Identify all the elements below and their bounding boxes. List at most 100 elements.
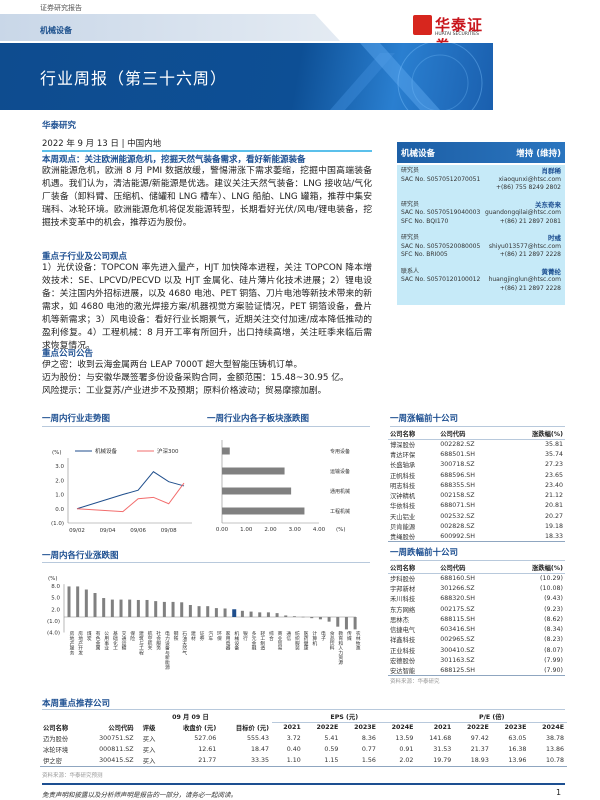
table-row: 贝肯能源 002828.SZ 19.18 — [388, 521, 565, 531]
legend-label: 机械设备 — [95, 447, 118, 455]
table-row: 冰轮环境 000811.SZ 买入 12.61 18.47 0.40 0.59 0.77 0.9… — [40, 744, 567, 755]
table-row: 长盛轴承 300718.SZ 27.23 — [388, 460, 565, 470]
change-pct: 18.33 — [504, 531, 565, 543]
company-code: 300718.SZ — [440, 461, 475, 469]
change-pct: 27.23 — [544, 461, 563, 469]
category-label: 保险 — [129, 630, 134, 642]
company-code: 301163.SZ — [440, 657, 475, 665]
table-cell: 8.36 — [361, 735, 376, 742]
analyst-email[interactable]: huangjinglun@htsc.com — [488, 276, 561, 283]
series-line-csi300 — [76, 482, 185, 513]
y-axis-label: (%) — [52, 450, 62, 456]
analyst-role: 研究员 — [401, 167, 420, 174]
bar — [222, 487, 292, 495]
analyst-role: 联系人 — [401, 267, 420, 275]
company-name: 华依科技 — [390, 503, 416, 511]
x-tick-label: 4.00 — [313, 527, 326, 533]
company-name: 贝肯能源 — [390, 524, 416, 532]
table-cell: 10.78 — [529, 755, 567, 767]
eps-header: EPS (元) — [272, 711, 417, 723]
category-label: 通信 — [285, 630, 290, 642]
y-tick-label: 3.0 — [55, 464, 64, 470]
table-cell: 13.96 — [491, 755, 530, 767]
table-cell: 63.05 — [508, 735, 527, 742]
company-name: 禾川科技 — [390, 596, 416, 604]
bar — [284, 615, 288, 617]
company-name: 长盛轴承 — [390, 462, 416, 470]
analyst-email[interactable]: guandongqilai@htsc.com — [485, 209, 561, 216]
table-header-row: 公司名称 公司代码 涨跌幅(%) — [388, 428, 565, 440]
table-group-header-row: 09 月 09 日 EPS (元) P/E (倍) — [40, 711, 567, 723]
trend-line-chart: (%) 3.0 2.0 1.0 0.0 (1.0) 09/02 09/04 09/06 09/08… — [51, 447, 192, 534]
bar — [266, 612, 270, 617]
column-header: 涨跌幅(%) — [504, 428, 565, 440]
category-label: 医药健康 — [303, 631, 308, 651]
analyst-phone: +(86) 21 2897 2081 — [499, 217, 561, 225]
bar — [222, 507, 305, 515]
x-tick-label: 0.00 — [216, 527, 229, 533]
category-label: 汽车 — [207, 630, 212, 642]
logo-mark-icon — [413, 15, 432, 35]
company-name: 贵绳股份 — [388, 531, 439, 543]
disclaimer: 免责声明和披露以及分析师声明是报告的一部分，请务必一起阅读。 — [42, 791, 237, 799]
bar — [258, 612, 262, 617]
title-banner — [0, 43, 493, 110]
analyst-card: 联系人 黄菁纶 SAC No. S0570120100012 huangjinglun… — [401, 268, 561, 294]
top10-title: 一周涨幅前十公司 — [390, 414, 459, 424]
analyst-email[interactable]: shiyu013577@htsc.com — [488, 242, 561, 250]
change-pct: 23.40 — [544, 481, 563, 489]
category-label: 建筑与工程 — [138, 630, 143, 656]
category-label: 运输设备 — [330, 468, 350, 475]
bar — [136, 599, 140, 617]
table-cell: 1.15 — [303, 755, 342, 767]
category-label: 计算机 — [311, 630, 316, 647]
change-pct: 20.81 — [544, 502, 563, 510]
table-header-row: 公司名称 公司代码 涨跌幅(%) — [388, 562, 565, 574]
company-code: 688320.SH — [440, 595, 475, 603]
analyst-license: SAC No. S0570520080005 — [401, 242, 481, 250]
industry-chart-title: 一周内各行业涨跌图 — [42, 551, 119, 561]
rating-value: 增持 (维持) — [516, 148, 561, 159]
column-header: 收盘价 (元) — [183, 725, 217, 732]
company-code: 688125.SH — [438, 665, 505, 677]
table-row: 信捷电气 603416.SH (8.34) — [388, 624, 565, 634]
category-label: 电子 — [320, 630, 325, 641]
table-cell: 21.77 — [161, 755, 220, 767]
bottom10-title: 一周跌幅前十公司 — [390, 548, 459, 558]
analyst-card: 研究员 时彧 SAC No. S0570520080005 shiyu013577@h… — [401, 234, 561, 260]
table-cell: 31.53 — [433, 746, 452, 753]
company-code: 600992.SH — [438, 531, 505, 543]
y-tick-label: (4.0) — [47, 630, 60, 636]
bar — [223, 608, 227, 617]
x-tick-label: 3.00 — [289, 527, 302, 533]
analyst-role: 研究员 — [401, 200, 420, 208]
company-code: 300410.SZ — [440, 646, 475, 654]
table-cell: 18.47 — [251, 746, 270, 753]
bar — [232, 609, 237, 617]
analyst-email[interactable]: xiaoqunxi@htsc.com — [498, 175, 562, 183]
table-row: 华依科技 688071.SH 20.81 — [388, 501, 565, 511]
table-row: 宏德股份 301163.SZ (7.99) — [388, 655, 565, 665]
category-label: 轻工制造 — [259, 630, 264, 651]
bar — [327, 617, 331, 622]
industry-bar-chart: (%) 8.0 5.0 2.0 (1.0) (4.0) 房地产服务 房地产开发 煤炭 有色金属 公用… — [47, 576, 360, 671]
analyst-phone: +(86) 755 8249 2802 — [495, 184, 561, 191]
bar — [222, 467, 285, 475]
subsector-heading: 重点子行业及公司观点 — [42, 252, 128, 262]
category-label: 证券 — [199, 630, 204, 642]
bar — [222, 447, 230, 455]
company-code: 688355.SH — [440, 481, 475, 489]
sub-chart-title: 一周行业内各子板块涨跌图 — [207, 414, 310, 424]
table-cell: 13.59 — [395, 735, 414, 742]
column-header: 公司名称 — [43, 725, 69, 732]
table-cell: 冰轮环境 — [43, 747, 69, 754]
category-label: 通用机械 — [330, 488, 350, 495]
change-pct: 19.18 — [544, 523, 563, 531]
banner-decoration — [330, 43, 483, 110]
analyst-license: SAC No. S0570519040003 — [401, 209, 481, 216]
report-type-label: 证券研究报告 — [40, 4, 82, 12]
category-label: 房地产服务 — [69, 630, 74, 656]
table-cell: 买入 — [142, 747, 156, 754]
change-pct: 35.81 — [544, 440, 563, 448]
